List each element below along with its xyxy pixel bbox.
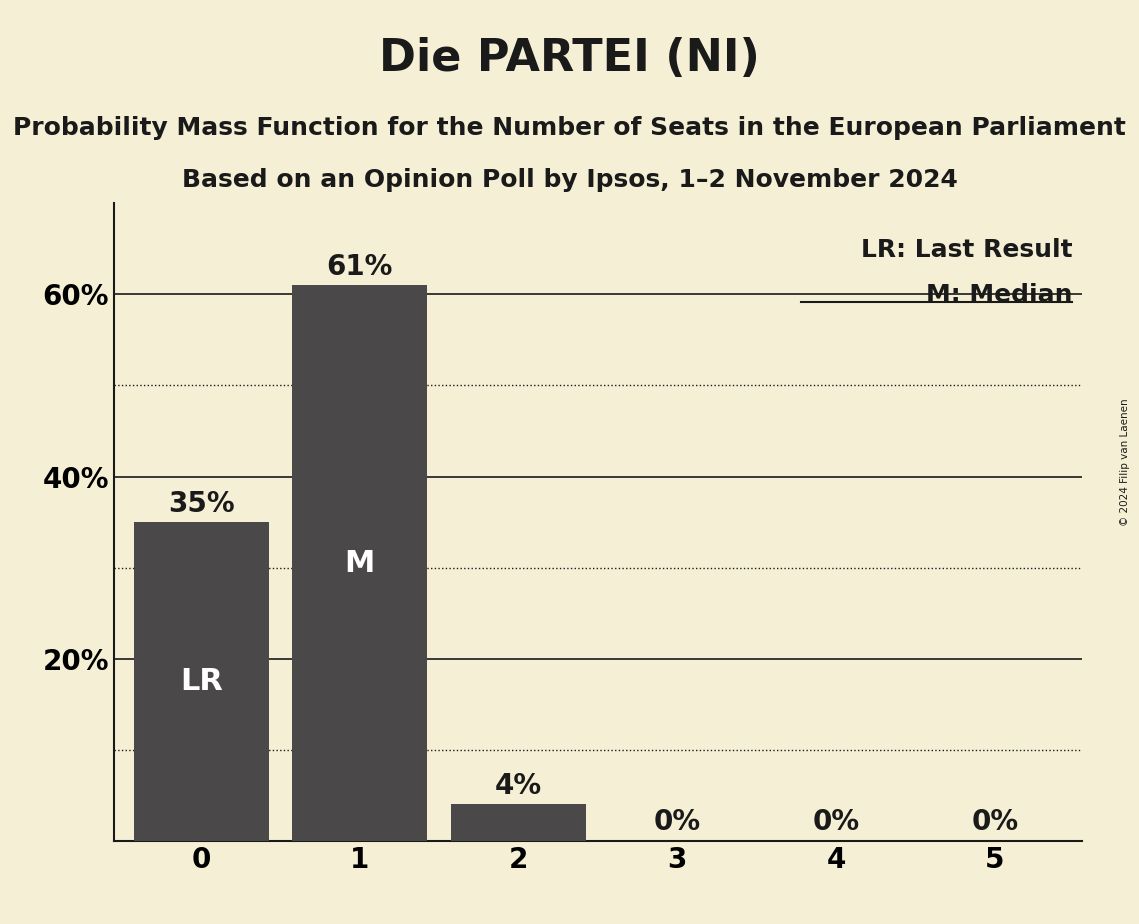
Text: Die PARTEI (NI): Die PARTEI (NI) bbox=[379, 37, 760, 80]
Text: M: Median: M: Median bbox=[926, 283, 1073, 307]
Text: LR: LR bbox=[180, 667, 222, 696]
Text: 0%: 0% bbox=[972, 808, 1018, 836]
Text: 4%: 4% bbox=[495, 772, 542, 800]
Text: 35%: 35% bbox=[167, 490, 235, 517]
Text: 0%: 0% bbox=[654, 808, 700, 836]
Text: Based on an Opinion Poll by Ipsos, 1–2 November 2024: Based on an Opinion Poll by Ipsos, 1–2 N… bbox=[181, 168, 958, 192]
Text: 0%: 0% bbox=[812, 808, 860, 836]
Bar bbox=[133, 522, 269, 841]
Text: Probability Mass Function for the Number of Seats in the European Parliament: Probability Mass Function for the Number… bbox=[13, 116, 1126, 140]
Text: M: M bbox=[345, 549, 375, 578]
Text: © 2024 Filip van Laenen: © 2024 Filip van Laenen bbox=[1121, 398, 1130, 526]
Bar bbox=[451, 805, 587, 841]
Text: LR: Last Result: LR: Last Result bbox=[861, 238, 1073, 262]
Bar bbox=[293, 286, 427, 841]
Text: 61%: 61% bbox=[327, 252, 393, 281]
